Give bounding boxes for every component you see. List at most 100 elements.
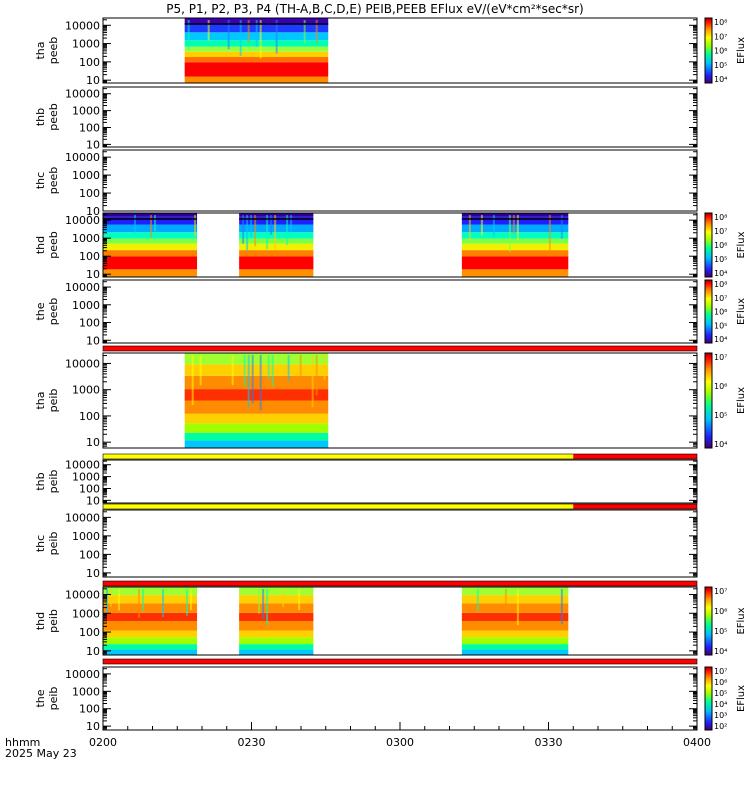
colorbar-label: EFlux <box>736 387 747 414</box>
spectrogram-streak <box>271 355 274 387</box>
colorbar: 10⁴ 10⁵ 10⁶ 10⁷ 10⁸ EFlux <box>704 17 747 84</box>
panel-the-peeb: 10 100 1000 10000 the peeb 10⁴ 10⁵ 10⁶ 10⁷ 10⁸ EFlu… <box>34 279 747 347</box>
colorbar: 10⁴ 10⁵ 10⁶ 10⁷ EFlux <box>704 586 747 656</box>
colorbar-label: EFlux <box>736 685 747 712</box>
colorbar-tick-label: 10⁶ <box>714 241 727 250</box>
spectrogram-block <box>461 213 569 277</box>
colorbar-gradient <box>704 212 713 278</box>
y-tick-label: 10 <box>86 205 100 218</box>
spectrogram-streak <box>287 355 290 381</box>
spectrogram-band <box>103 630 198 638</box>
mode-bar-frame <box>102 580 698 587</box>
colorbar-tick-label: 10⁴ <box>714 335 727 344</box>
spectrogram-streak <box>247 20 250 43</box>
spectrogram-band <box>184 440 329 448</box>
y-tick-label: 10 <box>86 720 100 733</box>
spectrogram-streak <box>480 215 483 236</box>
spectrogram-band <box>461 216 569 225</box>
spectrogram-block <box>239 587 314 655</box>
spectrogram-band <box>461 213 569 217</box>
spectrogram-streak <box>492 215 495 237</box>
colorbar-gradient <box>704 586 713 656</box>
panel-product-label: peib <box>47 389 60 413</box>
spectrogram-band <box>103 269 198 277</box>
panel-frame <box>102 459 698 504</box>
spectrogram-band <box>239 612 314 621</box>
spectrogram-band <box>103 603 198 613</box>
spectrogram-band <box>461 243 569 251</box>
spectrogram-streak <box>516 215 519 240</box>
spectrogram-streak <box>290 215 293 233</box>
spectrogram-streak <box>516 589 519 626</box>
panel-product-label: peib <box>47 687 60 711</box>
spectrogram-streak <box>476 589 479 612</box>
spectrogram-band <box>184 57 329 63</box>
spectrogram-band <box>461 269 569 277</box>
y-tick-label: 1000 <box>72 384 100 397</box>
mode-bar-red <box>103 659 697 664</box>
spectrogram-band <box>184 364 329 376</box>
y-tick-label: 10000 <box>65 281 100 294</box>
spectrogram-band <box>461 256 569 270</box>
colorbar-tick-label: 10⁵ <box>714 627 727 636</box>
colorbar-tick-label: 10⁸ <box>714 280 727 289</box>
colorbar-tick-label: 10⁴ <box>714 700 727 709</box>
x-tick-label: 0230 <box>238 736 266 749</box>
spectrogram-streak <box>259 20 262 59</box>
spectrogram-band <box>461 595 569 604</box>
colorbar-label: EFlux <box>736 607 747 634</box>
panel-probe-label: the <box>34 689 47 707</box>
spectrogram-streak <box>246 215 249 251</box>
colorbar: 10² 10³ 10⁴ 10⁵ 10⁶ 10⁷ EFlux <box>704 666 747 731</box>
y-tick-label: 1000 <box>72 169 100 182</box>
panel-probe-label: the <box>34 302 47 320</box>
panel-product-label: peeb <box>47 231 60 259</box>
time-axis-unit: hhmm <box>5 736 40 749</box>
spectrogram-streak <box>162 589 164 618</box>
mode-bar-frame <box>102 453 698 460</box>
spectrogram-band <box>239 630 314 638</box>
panel-thb-peeb: 10 100 1000 10000 thb peeb <box>34 86 698 151</box>
panel-probe-label: tha <box>34 41 47 59</box>
spectrogram-streak <box>255 20 258 47</box>
colorbar-tick-label: 10⁸ <box>714 213 727 222</box>
spectrogram-streak <box>274 215 277 250</box>
spectrogram-band <box>184 432 329 441</box>
panel-probe-label: thc <box>34 172 47 189</box>
y-tick-label: 10000 <box>65 151 100 164</box>
spectrogram-streak <box>186 589 188 616</box>
panel-product-label: peeb <box>47 167 60 195</box>
y-tick-label: 10000 <box>65 668 100 681</box>
spectrogram-band <box>184 400 329 414</box>
spectrogram-band <box>239 213 314 217</box>
spectrogram-streak <box>299 355 302 389</box>
spectrogram-band <box>461 238 569 244</box>
colorbar-tick-label: 10⁷ <box>714 32 727 41</box>
y-tick-label: 10000 <box>65 19 100 32</box>
spectrogram-band <box>239 243 314 251</box>
spectrogram-band <box>461 649 569 655</box>
spectrogram-streak <box>315 355 318 396</box>
spectrogram-band <box>239 269 314 277</box>
panel-product-label: peeb <box>47 298 60 326</box>
colorbar-tick-label: 10⁷ <box>714 667 727 676</box>
spectrogram-band <box>184 76 329 83</box>
colorbar: 10⁴ 10⁵ 10⁶ 10⁷ 10⁸ EFlux <box>704 212 747 278</box>
spectrogram-band <box>461 612 569 621</box>
panel-thd-peeb: 10 100 1000 10000 thd peeb 10⁴ 10⁵ 10⁶ 10⁷ 10⁸ EFlu… <box>34 212 747 281</box>
panel-frame <box>102 86 698 148</box>
y-tick-label: 1000 <box>72 471 100 484</box>
panel-probe-label: thc <box>34 535 47 552</box>
colorbar-tick-label: 10³ <box>714 711 727 720</box>
spectrogram-band <box>461 630 569 638</box>
colorbar-tick-label: 10⁵ <box>714 321 727 330</box>
spectrogram-streak <box>150 215 152 238</box>
y-tick-label: 1000 <box>72 232 100 245</box>
spectrogram-block <box>103 213 198 277</box>
panel-probe-label: tha <box>34 391 47 409</box>
colorbar-tick-label: 10⁷ <box>714 587 727 596</box>
y-tick-label: 1000 <box>72 530 100 543</box>
spectrogram-streak <box>468 215 471 241</box>
spectrogram-streak <box>254 215 257 247</box>
